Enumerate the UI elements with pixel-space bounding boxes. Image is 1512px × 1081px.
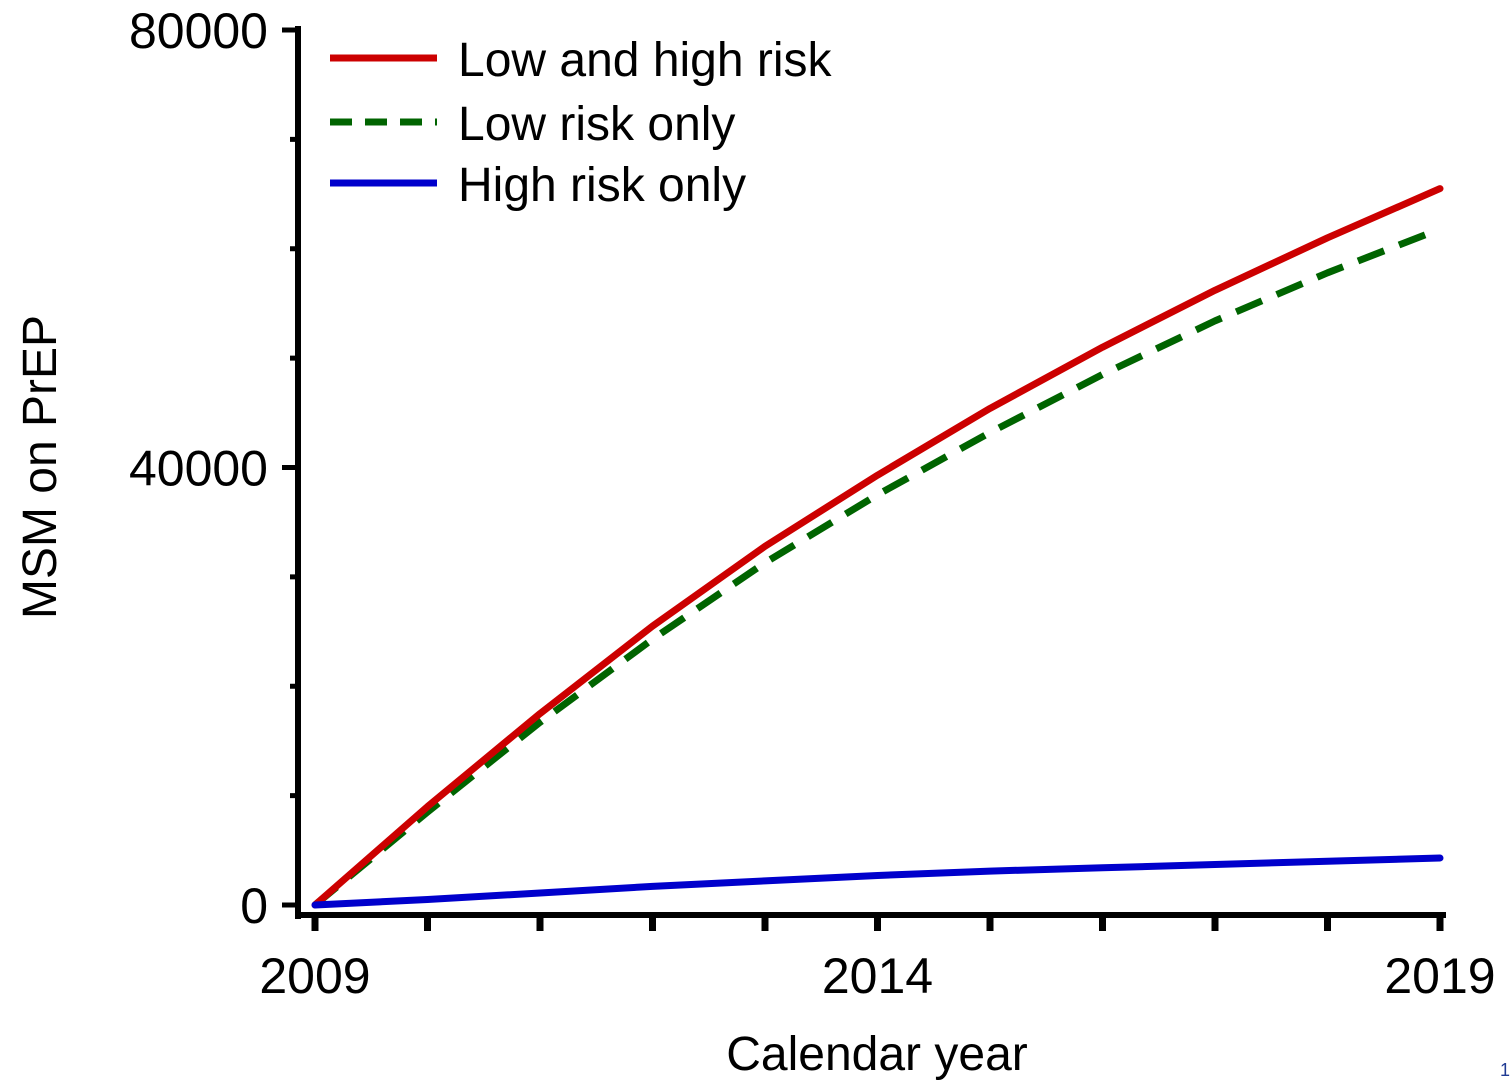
- axes: 0 40000 80000 2009 2014 2019: [129, 3, 1496, 1004]
- series-line-low-and-high-risk: [311, 185, 1444, 909]
- legend-label-low-risk-only: Low risk only: [458, 98, 735, 151]
- y-tick-label: 80000: [129, 3, 268, 59]
- y-axis-title: MSM on PrEP: [14, 315, 67, 619]
- y-tick-label: 40000: [129, 441, 268, 497]
- x-tick-label: 2019: [1384, 948, 1495, 1004]
- series-line-high-risk-only: [311, 854, 1444, 909]
- page-number: 1: [1499, 1060, 1510, 1080]
- x-axis-title: Calendar year: [726, 1028, 1028, 1081]
- x-tick-label: 2014: [822, 948, 933, 1004]
- x-tick-label: 2009: [259, 948, 370, 1004]
- y-tick-label: 0: [240, 878, 268, 934]
- series-line-low-risk-only: [312, 225, 1442, 908]
- legend-label-low-and-high-risk: Low and high risk: [458, 34, 833, 87]
- legend: Low and high risk Low risk only High risk …: [330, 34, 833, 212]
- legend-label-high-risk-only: High risk only: [458, 159, 746, 212]
- series-layer: [311, 185, 1444, 909]
